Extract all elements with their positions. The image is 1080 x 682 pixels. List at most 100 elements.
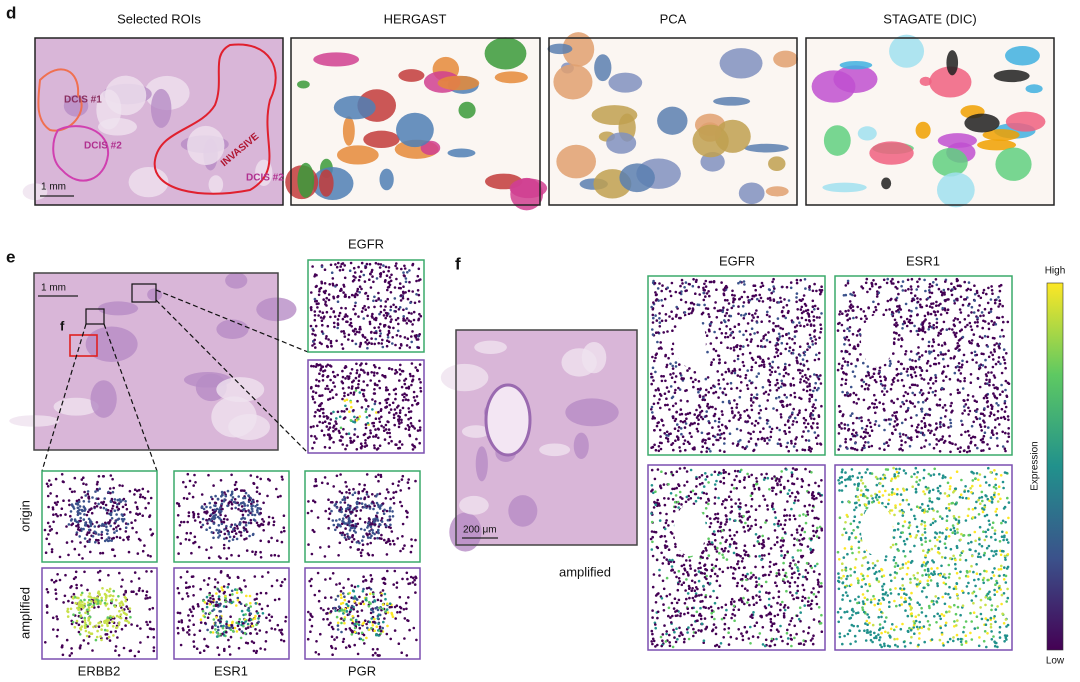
cell-dot: [978, 335, 982, 339]
cell-dot: [78, 608, 81, 611]
cell-dot: [200, 493, 204, 496]
cell-dot: [384, 428, 388, 431]
cell-dot: [742, 333, 745, 337]
cell-dot: [342, 586, 345, 590]
cell-dot: [325, 384, 329, 388]
cell-dot: [919, 373, 922, 377]
cell-dot: [679, 298, 683, 302]
cell-dot: [799, 362, 802, 366]
cell-dot: [121, 608, 124, 612]
cell-dot: [363, 521, 367, 524]
cell-dot: [349, 261, 353, 265]
cell-dot: [807, 345, 810, 348]
cell-dot: [680, 412, 684, 416]
cell-dot: [130, 580, 133, 583]
cell-dot: [771, 280, 774, 284]
cluster-blob: [932, 148, 968, 177]
cell-dot: [670, 443, 673, 447]
cell-dot: [340, 621, 343, 625]
cell-dot: [333, 638, 336, 641]
cell-dot: [405, 344, 409, 347]
cell-dot: [659, 341, 662, 344]
cell-dot: [1000, 383, 1003, 387]
cell-dot: [400, 267, 403, 271]
cell-dot: [1001, 390, 1004, 394]
cell-dot: [810, 310, 814, 314]
cell-dot: [352, 409, 355, 412]
cell-dot: [312, 499, 315, 503]
cell-dot: [755, 375, 759, 378]
cell-dot: [236, 527, 239, 530]
cell-dot: [325, 344, 329, 348]
cell-dot: [991, 365, 995, 369]
cell-dot: [387, 490, 390, 494]
cell-dot: [215, 528, 218, 532]
cell-dot: [310, 552, 314, 556]
cell-dot: [230, 498, 234, 502]
cell-dot: [961, 423, 964, 427]
cell-dot: [673, 380, 677, 384]
cell-dot: [852, 316, 855, 320]
cell-dot: [986, 382, 989, 386]
cell-dot: [994, 418, 997, 422]
cell-dot: [932, 323, 935, 327]
cell-dot: [383, 280, 387, 283]
cell-dot: [253, 513, 257, 517]
cell-dot: [778, 428, 781, 432]
cell-dot: [356, 548, 360, 551]
cell-dot: [361, 489, 365, 493]
tissue-blob: [539, 443, 571, 457]
cell-dot: [773, 287, 776, 290]
cell-dot: [385, 314, 389, 317]
cell-dot: [385, 386, 388, 389]
cell-dot: [787, 299, 791, 302]
cell-dot: [409, 416, 413, 420]
cell-dot: [720, 423, 724, 427]
cell-dot: [725, 311, 728, 315]
cell-dot: [889, 280, 893, 283]
cluster-blob: [946, 50, 959, 76]
cell-dot: [848, 352, 851, 356]
cell-dot: [361, 590, 365, 593]
cell-dot: [270, 554, 273, 557]
image-frame: [304, 567, 421, 660]
cell-dot: [240, 591, 243, 594]
cell-dot: [46, 494, 50, 498]
cell-dot: [243, 504, 247, 507]
cell-dot: [331, 519, 335, 522]
cell-dot: [111, 507, 114, 510]
image-frame: [41, 567, 158, 660]
cell-dot: [87, 631, 91, 634]
cell-dot: [253, 598, 257, 601]
cell-dot: [309, 324, 313, 328]
cell-dot: [359, 497, 363, 500]
cell-dot: [397, 286, 401, 290]
cell-dot: [932, 349, 936, 353]
cell-dot: [406, 271, 409, 274]
cell-dot: [212, 597, 215, 601]
cell-dot: [213, 504, 216, 507]
cell-dot: [981, 336, 984, 340]
cell-dot: [343, 332, 346, 335]
cell-dot: [660, 419, 664, 423]
cell-dot: [791, 321, 795, 324]
cell-dot: [324, 596, 327, 599]
cell-dot: [718, 327, 722, 331]
cell-dot: [902, 394, 906, 398]
cell-dot: [273, 553, 277, 557]
cell-dot: [927, 344, 931, 348]
cell-dot: [673, 391, 677, 395]
cell-dot: [818, 351, 821, 355]
cell-dot: [889, 362, 892, 365]
cell-dot: [364, 398, 367, 401]
cell-dot: [406, 297, 410, 301]
cell-dot: [78, 505, 82, 508]
cell-dot: [220, 586, 224, 589]
cell-dot: [992, 374, 996, 377]
cell-dot: [676, 436, 680, 440]
cell-dot: [808, 400, 811, 403]
cluster-blob: [494, 71, 528, 84]
cell-dot: [115, 505, 119, 509]
cell-dot: [190, 575, 194, 578]
cell-dot: [775, 396, 778, 400]
